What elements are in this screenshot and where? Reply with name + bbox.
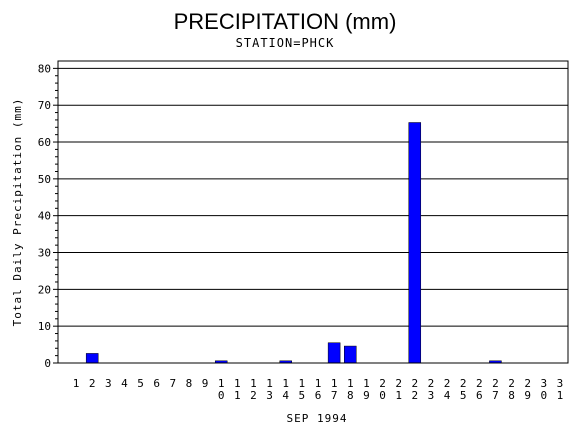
x-tick-label: 3 xyxy=(105,377,112,390)
x-tick-label: 2 xyxy=(250,389,257,402)
bar xyxy=(344,345,357,364)
x-tick-label: 1 xyxy=(331,377,338,390)
x-tick-label: 2 xyxy=(508,377,515,390)
x-tick-label: 2 xyxy=(524,377,531,390)
x-tick-label: 1 xyxy=(299,377,306,390)
y-tick-label: 30 xyxy=(38,247,51,260)
x-tick-label: 0 xyxy=(540,389,547,402)
x-tick-label: 1 xyxy=(395,389,402,402)
x-tick-label: 4 xyxy=(444,389,451,402)
bar xyxy=(85,353,99,364)
plot-frame xyxy=(57,60,569,364)
x-tick-label: 4 xyxy=(121,377,128,390)
y-tick-label: 20 xyxy=(38,283,51,296)
x-tick-label: 9 xyxy=(524,389,531,402)
x-tick-label: 2 xyxy=(379,377,386,390)
chart-title: PRECIPITATION (mm) xyxy=(174,9,397,34)
x-tick-label: 3 xyxy=(540,377,547,390)
x-tick-label: 2 xyxy=(411,389,418,402)
x-tick-label: 1 xyxy=(347,377,354,390)
x-tick-label: 1 xyxy=(282,377,289,390)
x-tick-label: 5 xyxy=(299,389,306,402)
x-tick-label: 1 xyxy=(557,389,564,402)
bar xyxy=(327,342,341,364)
x-axis-label: SEP 1994 xyxy=(287,412,348,425)
y-tick-label: 40 xyxy=(38,210,51,223)
x-tick-label: 3 xyxy=(557,377,564,390)
grid-lines xyxy=(58,67,568,327)
x-tick-label: 8 xyxy=(508,389,515,402)
x-tick-label: 5 xyxy=(460,389,467,402)
chart-subtitle: STATION=PHCK xyxy=(236,36,335,50)
x-tick-label: 2 xyxy=(89,377,96,390)
x-axis-ticks: 1 2 3 4 5 6 7 8 9 1011121314151617181920212223242… xyxy=(73,377,563,402)
x-tick-label: 9 xyxy=(202,377,209,390)
x-tick-label: 4 xyxy=(282,389,289,402)
x-tick-label: 1 xyxy=(266,377,273,390)
x-tick-label: 1 xyxy=(250,377,257,390)
x-tick-label: 6 xyxy=(315,389,322,402)
bars xyxy=(85,122,502,364)
x-tick-label: 2 xyxy=(460,377,467,390)
x-tick-label: 2 xyxy=(444,377,451,390)
x-tick-label: 8 xyxy=(347,389,354,402)
x-tick-label: 9 xyxy=(363,389,370,402)
x-tick-label: 1 xyxy=(363,377,370,390)
y-tick-label: 10 xyxy=(38,320,51,333)
y-tick-label: 80 xyxy=(38,62,51,75)
x-tick-label: 1 xyxy=(73,377,80,390)
x-tick-label: 0 xyxy=(218,389,225,402)
y-tick-label: 50 xyxy=(38,173,51,186)
bar xyxy=(408,122,422,364)
y-tick-label: 0 xyxy=(44,357,51,370)
x-tick-label: 2 xyxy=(411,377,418,390)
y-axis-ticks: 0 10 20 30 40 50 60 70 80 xyxy=(38,62,58,370)
x-tick-label: 1 xyxy=(218,377,225,390)
x-tick-label: 8 xyxy=(186,377,193,390)
y-tick-label: 60 xyxy=(38,136,51,149)
y-axis-label: Total Daily Precipitation (mm) xyxy=(11,98,24,327)
y-tick-label: 70 xyxy=(38,99,51,112)
x-tick-label: 3 xyxy=(428,389,435,402)
x-tick-label: 2 xyxy=(476,377,483,390)
x-tick-label: 2 xyxy=(428,377,435,390)
x-tick-label: 2 xyxy=(492,377,499,390)
x-tick-label: 7 xyxy=(170,377,177,390)
x-tick-label: 3 xyxy=(266,389,273,402)
x-tick-label: 6 xyxy=(476,389,483,402)
x-tick-label: 7 xyxy=(492,389,499,402)
x-tick-label: 1 xyxy=(234,389,241,402)
x-tick-label: 2 xyxy=(395,377,402,390)
x-tick-label: 6 xyxy=(153,377,160,390)
x-tick-label: 0 xyxy=(379,389,386,402)
x-tick-label: 1 xyxy=(315,377,322,390)
x-tick-label: 7 xyxy=(331,389,338,402)
x-tick-label: 1 xyxy=(234,377,241,390)
x-tick-label: 5 xyxy=(137,377,144,390)
